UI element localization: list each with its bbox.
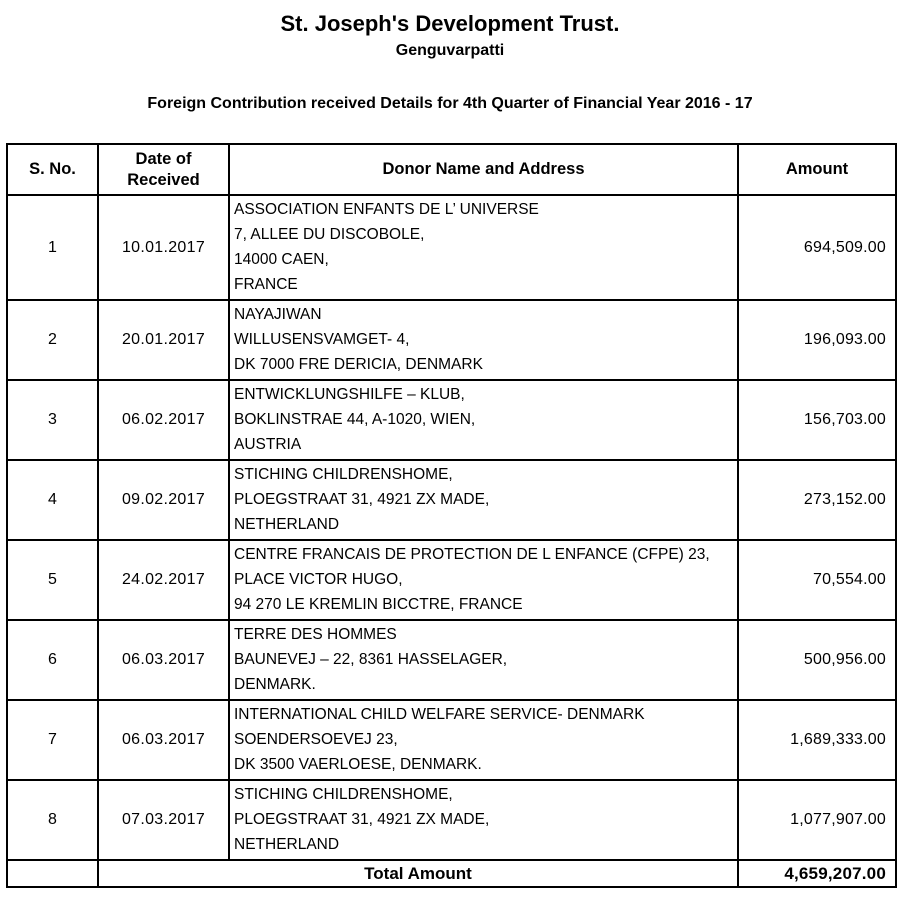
table-row: 6 06.03.2017 TERRE DES HOMMES BAUNEVEJ – 22… (6, 619, 897, 701)
row-date: 10.01.2017 (97, 194, 230, 301)
row-donor-address: ENTWICKLUNGSHILFE – KLUB, BOKLINSTRAE 44,… (228, 379, 739, 461)
donor-address-line: STICHING CHILDRENSHOME, (234, 466, 453, 483)
table-row: 2 20.01.2017 NAYAJIWAN WILLUSENSVAMGET- 4, D… (6, 299, 897, 381)
table-header: S. No. Date of Received Donor Name and A… (6, 143, 897, 196)
total-row: Total Amount 4,659,207.00 (6, 859, 897, 888)
row-donor-address: ASSOCIATION ENFANTS DE L’ UNIVERSE 7, ALL… (228, 194, 739, 301)
row-date: 09.02.2017 (97, 459, 230, 541)
donor-address-line: ASSOCIATION ENFANTS DE L’ UNIVERSE (234, 201, 539, 218)
donor-address-line: PLOEGSTRAAT 31, 4921 ZX MADE, (234, 811, 490, 828)
header-row: S. No. Date of Received Donor Name and A… (6, 143, 897, 196)
row-sno: 6 (6, 619, 99, 701)
row-amount: 1,077,907.00 (737, 779, 897, 861)
donor-address-line: BAUNEVEJ – 22, 8361 HASSELAGER, (234, 651, 508, 668)
donor-address-line: DENMARK. (234, 676, 316, 693)
donor-address-line: FRANCE (234, 276, 298, 293)
org-name: St. Joseph's Development Trust. (280, 11, 620, 36)
donor-address-line: DK 3500 VAERLOESE, DENMARK. (234, 756, 482, 773)
table-body: 1 10.01.2017 ASSOCIATION ENFANTS DE L’ UNI… (6, 194, 897, 861)
row-date: 06.02.2017 (97, 379, 230, 461)
table-row: 4 09.02.2017 STICHING CHILDRENSHOME, PLOEGS… (6, 459, 897, 541)
donor-address-line: AUSTRIA (234, 436, 302, 453)
row-amount: 273,152.00 (737, 459, 897, 541)
total-amount: 4,659,207.00 (737, 859, 897, 888)
donor-address-line: NETHERLAND (234, 516, 340, 533)
row-amount: 70,554.00 (737, 539, 897, 621)
row-amount: 156,703.00 (737, 379, 897, 461)
document-header: St. Joseph's Development Trust. Genguvar… (0, 9, 900, 114)
donor-address-line: PLOEGSTRAAT 31, 4921 ZX MADE, (234, 491, 490, 508)
header-date: Date of Received (97, 143, 230, 196)
table-row: 3 06.02.2017 ENTWICKLUNGSHILFE – KLUB, BOKL… (6, 379, 897, 461)
donor-address-line: CENTRE FRANCAIS DE PROTECTION DE L ENFAN… (234, 546, 710, 563)
row-amount: 1,689,333.00 (737, 699, 897, 781)
row-donor-address: TERRE DES HOMMES BAUNEVEJ – 22, 8361 HASS… (228, 619, 739, 701)
header-donor: Donor Name and Address (228, 143, 739, 196)
donor-address-line: 94 270 LE KREMLIN BICCTRE, FRANCE (234, 596, 523, 613)
donor-address-line: NAYAJIWAN (234, 306, 322, 323)
row-sno: 8 (6, 779, 99, 861)
donor-address-line: DK 7000 FRE DERICIA, DENMARK (234, 356, 483, 373)
row-date: 20.01.2017 (97, 299, 230, 381)
row-donor-address: CENTRE FRANCAIS DE PROTECTION DE L ENFAN… (228, 539, 739, 621)
table-row: 5 24.02.2017 CENTRE FRANCAIS DE PROTECTION… (6, 539, 897, 621)
row-sno: 7 (6, 699, 99, 781)
donor-address-line: 14000 CAEN, (234, 251, 329, 268)
total-empty-cell (6, 859, 99, 888)
donor-address-line: STICHING CHILDRENSHOME, (234, 786, 453, 803)
row-sno: 3 (6, 379, 99, 461)
row-amount: 500,956.00 (737, 619, 897, 701)
header-amount: Amount (737, 143, 897, 196)
row-sno: 1 (6, 194, 99, 301)
donor-address-line: 7, ALLEE DU DISCOBOLE, (234, 226, 425, 243)
row-sno: 2 (6, 299, 99, 381)
donor-address-line: BOKLINSTRAE 44, A-1020, WIEN, (234, 411, 476, 428)
row-date: 06.03.2017 (97, 699, 230, 781)
row-date: 24.02.2017 (97, 539, 230, 621)
table-row: 1 10.01.2017 ASSOCIATION ENFANTS DE L’ UNI… (6, 194, 897, 301)
donor-address-line: NETHERLAND (234, 836, 340, 853)
org-location: Genguvarpatti (395, 42, 505, 59)
row-donor-address: STICHING CHILDRENSHOME, PLOEGSTRAAT 31, 4… (228, 459, 739, 541)
donor-address-line: ENTWICKLUNGSHILFE – KLUB, (234, 386, 465, 403)
row-sno: 5 (6, 539, 99, 621)
table-row: 8 07.03.2017 STICHING CHILDRENSHOME, PLOEGS… (6, 779, 897, 861)
header-sno: S. No. (6, 143, 99, 196)
donor-address-line: PLACE VICTOR HUGO, (234, 571, 403, 588)
row-amount: 196,093.00 (737, 299, 897, 381)
row-date: 07.03.2017 (97, 779, 230, 861)
row-date: 06.03.2017 (97, 619, 230, 701)
row-amount: 694,509.00 (737, 194, 897, 301)
contributions-table: S. No. Date of Received Donor Name and A… (6, 143, 897, 888)
donor-address-line: TERRE DES HOMMES (234, 626, 397, 643)
table-footer: Total Amount 4,659,207.00 (6, 859, 897, 888)
report-title: Foreign Contribution received Details fo… (147, 95, 753, 112)
donor-address-line: INTERNATIONAL CHILD WELFARE SERVICE- DEN… (234, 706, 645, 723)
row-donor-address: STICHING CHILDRENSHOME, PLOEGSTRAAT 31, 4… (228, 779, 739, 861)
row-sno: 4 (6, 459, 99, 541)
row-donor-address: NAYAJIWAN WILLUSENSVAMGET- 4, DK 7000 FRE … (228, 299, 739, 381)
donor-address-line: SOENDERSOEVEJ 23, (234, 731, 398, 748)
donor-address-line: WILLUSENSVAMGET- 4, (234, 331, 410, 348)
row-donor-address: INTERNATIONAL CHILD WELFARE SERVICE- DEN… (228, 699, 739, 781)
table-row: 7 06.03.2017 INTERNATIONAL CHILD WELFARE S… (6, 699, 897, 781)
total-label: Total Amount (97, 859, 739, 888)
